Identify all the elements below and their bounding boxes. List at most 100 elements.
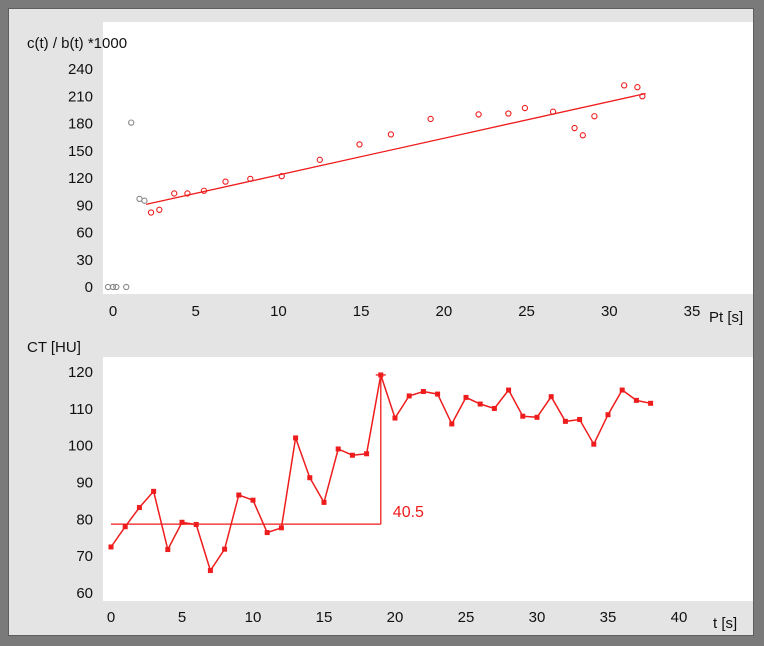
excluded-scatter-point [109, 283, 117, 291]
bottom-y-tick-label: 60 [76, 585, 93, 602]
ct-data-point [108, 544, 114, 550]
ct-data-point [520, 413, 526, 419]
ct-data-point [179, 519, 185, 525]
ct-data-point [506, 387, 512, 393]
chart-frame: c(t) / b(t) *1000 Pt [s] CT [HU] t [s] 0… [8, 8, 754, 636]
bottom-x-tick-label: 0 [107, 609, 115, 626]
top-x-tick-label: 10 [270, 303, 287, 320]
bottom-x-tick-label: 30 [529, 609, 546, 626]
scatter-point [634, 84, 641, 91]
top-x-tick-label: 35 [684, 303, 701, 320]
scatter-point [147, 209, 155, 216]
scatter-point [200, 187, 208, 194]
scatter-point [316, 156, 323, 163]
ct-data-point [307, 475, 313, 481]
ct-data-point [392, 415, 398, 421]
ct-data-point [335, 446, 341, 452]
scatter-point [156, 206, 163, 213]
excluded-scatter-point [113, 283, 120, 291]
ct-data-point [151, 488, 157, 494]
bottom-y-tick-label: 100 [68, 438, 93, 455]
top-x-tick-label: 5 [192, 303, 200, 320]
top-x-tick-label: 20 [436, 303, 453, 320]
ct-data-point [548, 394, 554, 400]
scatter-point [571, 124, 578, 132]
scatter-point [475, 111, 482, 118]
top-x-tick-label: 30 [601, 303, 618, 320]
scatter-point [521, 104, 529, 112]
ct-data-point [619, 387, 625, 393]
bottom-y-tick-label: 110 [69, 401, 93, 418]
scatter-point [387, 131, 395, 138]
ct-data-point [222, 546, 228, 552]
bottom-x-tick-label: 35 [600, 609, 617, 626]
scatter-point [579, 132, 586, 139]
top-y-tick-label: 180 [68, 116, 93, 133]
top-x-tick-label: 25 [518, 303, 535, 320]
top-x-tick-label: 15 [353, 303, 370, 320]
excluded-scatter-point [128, 119, 135, 126]
bottom-y-tick-label: 120 [68, 364, 93, 381]
ct-data-point [633, 397, 639, 403]
scatter-point [184, 190, 191, 197]
ct-data-point [534, 414, 540, 420]
ct-data-point [278, 525, 284, 531]
bottom-tick-labels: 0 5 10 15 20 25 30 35 40 60 70 80 90 100 110 120 [68, 364, 687, 626]
ct-data-point [293, 435, 299, 441]
top-y-tick-label: 0 [85, 279, 93, 296]
ct-data-point [207, 568, 213, 574]
top-x-tick-label: 0 [109, 303, 117, 320]
ct-data-point [236, 492, 242, 498]
bottom-x-tick-label: 5 [178, 609, 186, 626]
scatter-point [247, 175, 254, 183]
ct-data-point [435, 391, 441, 397]
ct-data-point [562, 418, 568, 424]
regression-line [145, 92, 646, 205]
ct-data-point [321, 499, 327, 505]
ct-data-point [449, 421, 455, 427]
ct-data-point [406, 393, 412, 399]
scatter-point [427, 115, 434, 123]
top-y-tick-label: 120 [68, 170, 93, 187]
bottom-x-tick-label: 40 [671, 609, 688, 626]
ct-data-point [420, 389, 426, 395]
enhancement-label: 40.5 [393, 504, 424, 521]
ct-data-point [605, 412, 611, 418]
top-x-axis-title: Pt [s] [709, 309, 743, 326]
scatter-point [549, 108, 557, 115]
bottom-data-marks: 40.5 [108, 372, 654, 574]
excluded-scatter-point [123, 283, 130, 291]
ct-data-point [463, 394, 469, 400]
scatter-point [505, 110, 512, 117]
bottom-plot-area [103, 357, 753, 601]
bottom-x-tick-label: 15 [316, 609, 333, 626]
top-y-tick-label: 240 [68, 61, 93, 78]
bottom-x-tick-label: 10 [245, 609, 262, 626]
top-plot-area [103, 22, 753, 294]
scatter-point [278, 173, 285, 180]
ct-data-point [122, 524, 128, 530]
top-y-tick-label: 150 [68, 143, 93, 160]
bottom-y-tick-label: 90 [76, 475, 93, 492]
scatter-point [222, 178, 229, 185]
scatter-point [639, 93, 646, 100]
bottom-y-tick-label: 80 [76, 511, 93, 528]
bottom-x-tick-label: 20 [387, 609, 404, 626]
ct-data-point [250, 497, 256, 503]
excluded-scatter-point [141, 197, 148, 204]
bottom-y-tick-label: 70 [76, 548, 93, 565]
ct-data-point [477, 401, 483, 407]
ct-data-point [577, 417, 583, 423]
scatter-point [171, 190, 178, 197]
ct-data-point [136, 505, 142, 511]
ct-data-point [264, 530, 270, 536]
scatter-point [356, 141, 363, 148]
top-y-axis-title: c(t) / b(t) *1000 [27, 35, 127, 52]
ct-data-point [491, 405, 497, 411]
scatter-point [621, 82, 628, 89]
top-y-tick-label: 90 [76, 197, 93, 214]
top-y-tick-label: 30 [76, 252, 93, 269]
bottom-x-tick-label: 25 [458, 609, 475, 626]
ct-data-point [349, 452, 355, 458]
top-data-marks [104, 82, 646, 291]
